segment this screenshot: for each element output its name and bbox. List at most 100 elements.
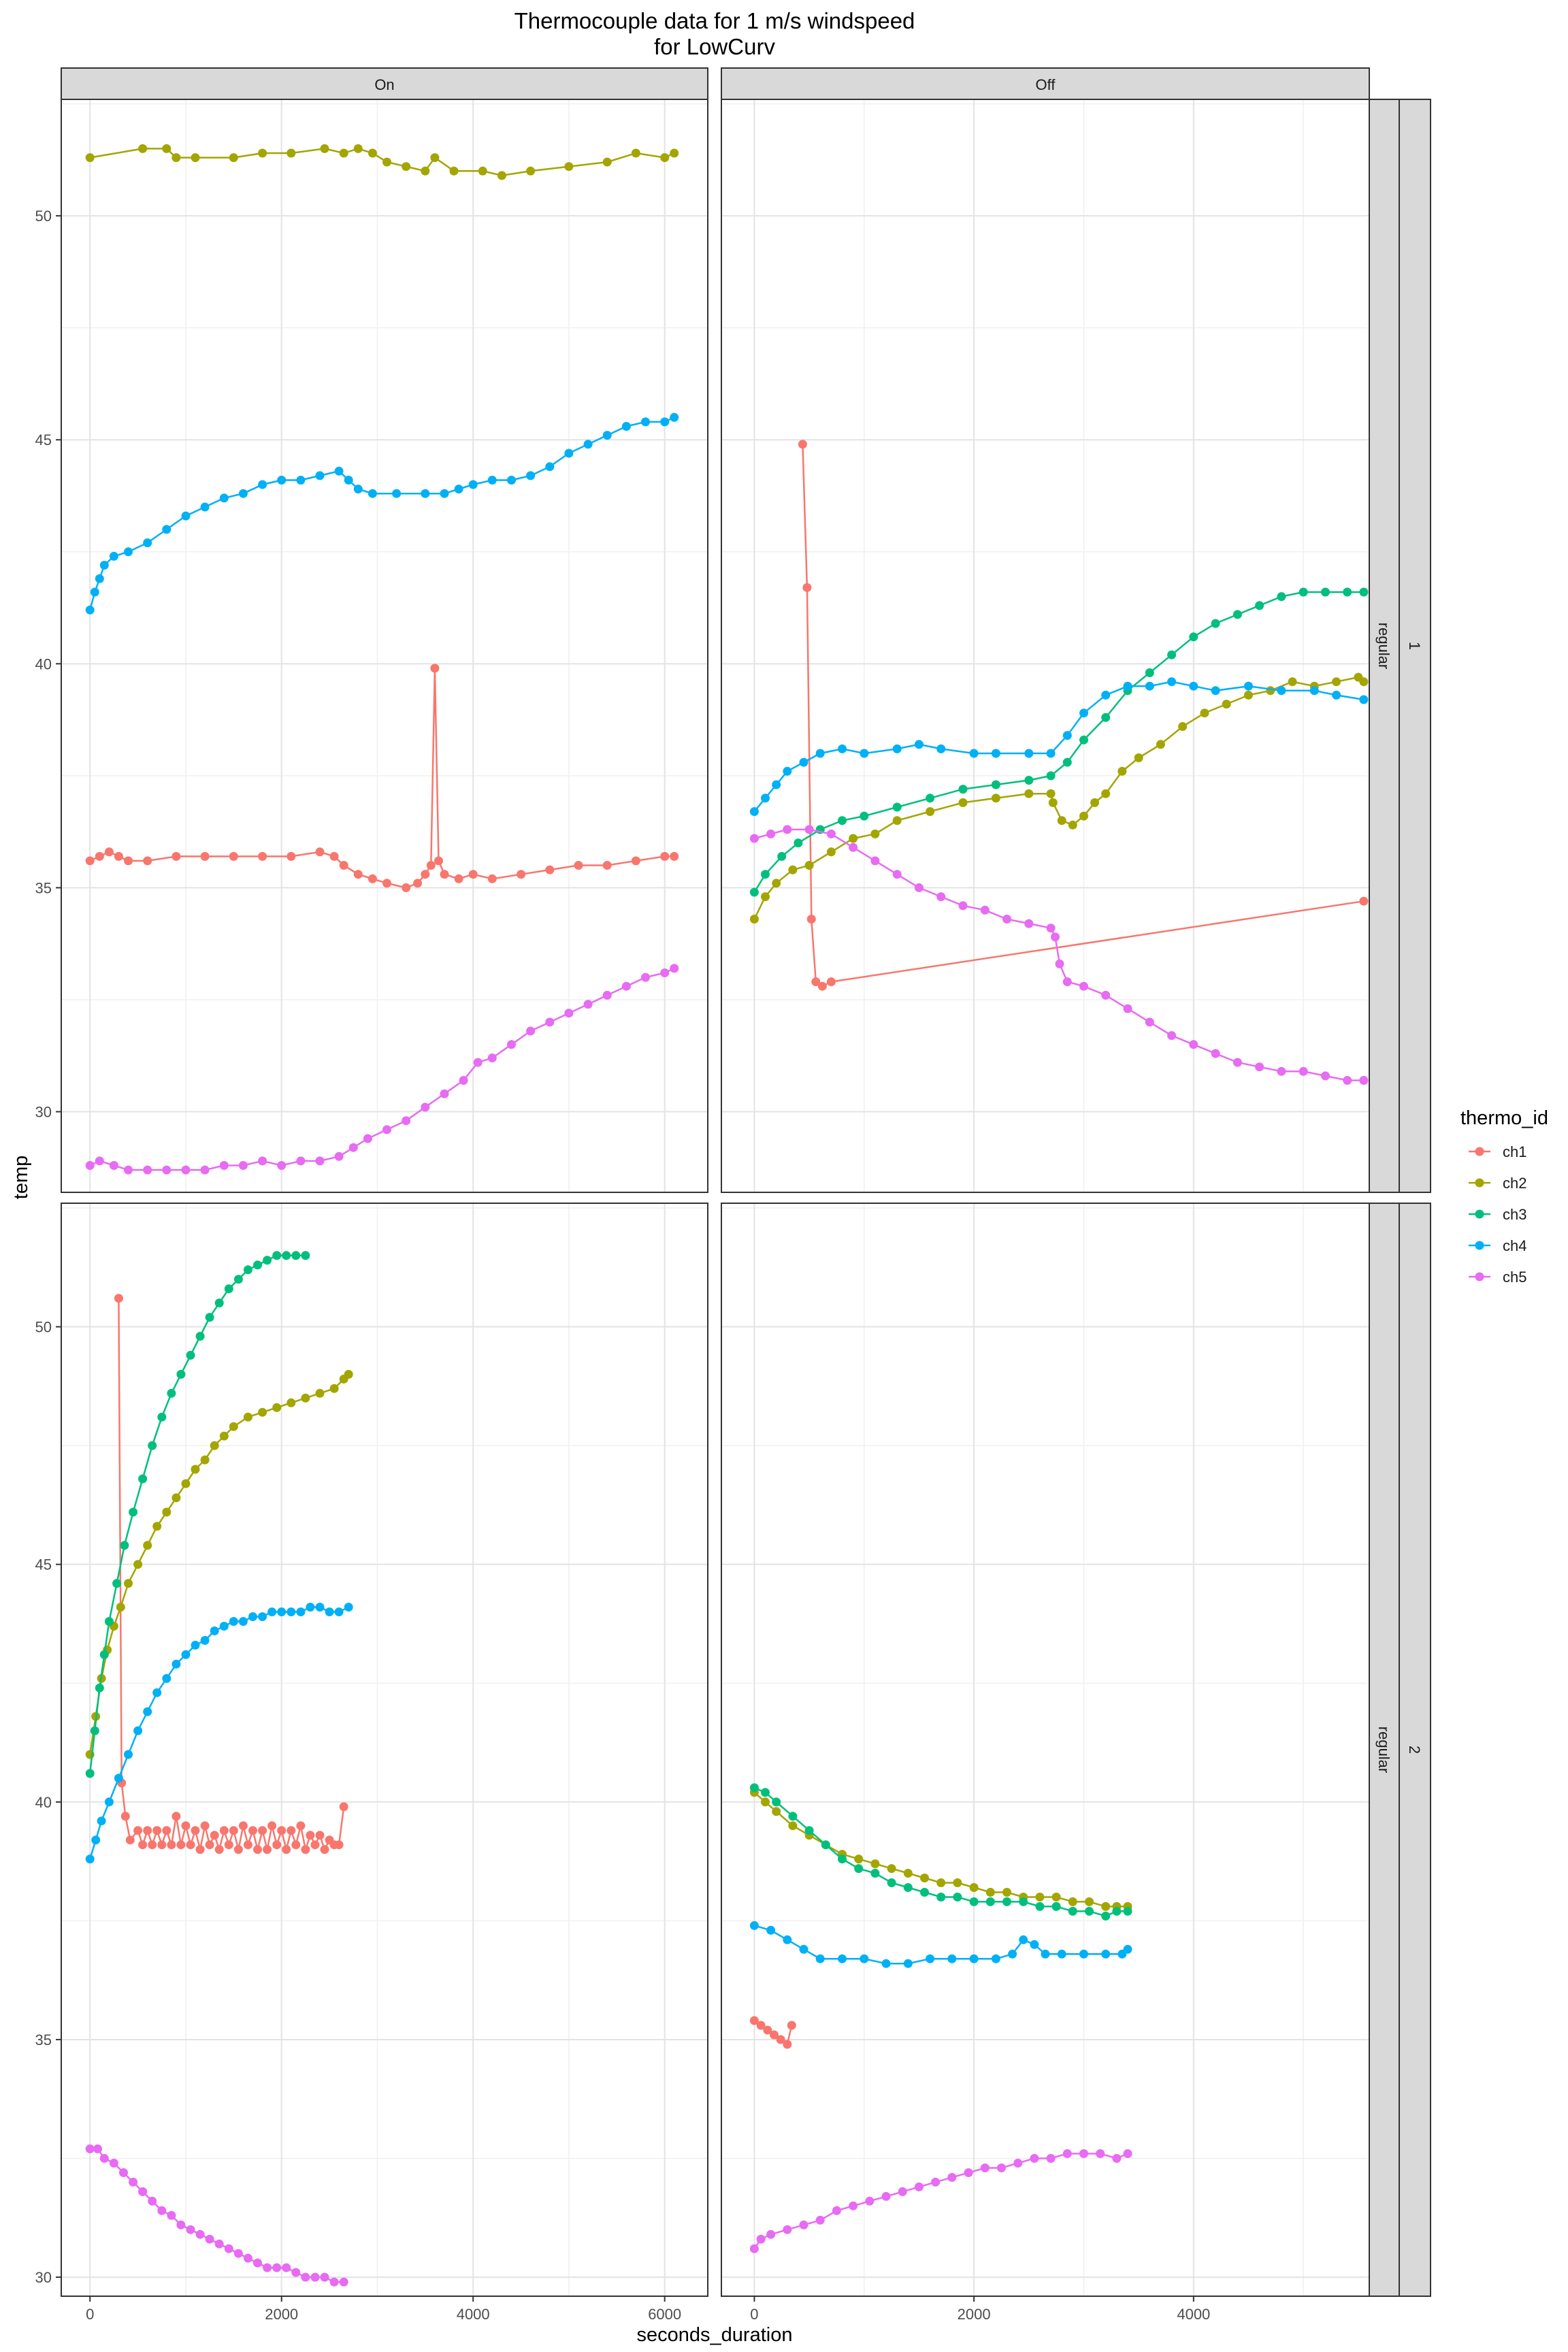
- data-point-ch5: [99, 2154, 109, 2163]
- data-point-ch4: [468, 480, 478, 489]
- data-point-ch2: [258, 148, 267, 158]
- data-point-ch5: [85, 2144, 95, 2153]
- data-point-ch4: [1123, 681, 1132, 691]
- data-point-ch4: [368, 489, 377, 498]
- data-point-ch3: [291, 1251, 301, 1260]
- data-point-ch5: [263, 2263, 272, 2272]
- data-point-ch3: [838, 1855, 847, 1864]
- data-point-ch5: [119, 2168, 128, 2177]
- x-axis-label: seconds_duration: [637, 2324, 793, 2346]
- data-point-ch2: [116, 1603, 125, 1612]
- data-point-ch4: [526, 471, 536, 480]
- data-point-ch3: [1046, 771, 1056, 781]
- data-point-ch5: [545, 1017, 555, 1027]
- data-point-ch4: [421, 489, 430, 498]
- data-point-ch4: [109, 551, 118, 561]
- data-point-ch5: [148, 2196, 157, 2206]
- data-point-ch2: [870, 829, 880, 838]
- data-point-ch5: [997, 2163, 1006, 2172]
- data-point-ch5: [421, 1102, 430, 1112]
- data-point-ch2: [854, 1855, 864, 1864]
- data-point-ch1: [763, 2025, 772, 2035]
- data-point-ch3: [794, 838, 803, 848]
- data-point-ch4: [670, 412, 679, 422]
- data-point-ch1: [426, 861, 436, 870]
- data-point-ch1: [353, 870, 363, 879]
- data-point-ch4: [440, 489, 449, 498]
- data-point-ch4: [772, 780, 781, 789]
- data-point-ch3: [272, 1251, 282, 1260]
- data-point-ch5: [1123, 1004, 1132, 1013]
- data-point-ch1: [339, 861, 348, 870]
- data-point-ch4: [947, 1954, 957, 1963]
- data-point-ch2: [969, 1883, 979, 1892]
- data-point-ch1: [95, 851, 104, 861]
- data-point-ch4: [1101, 690, 1111, 700]
- data-point-ch2: [761, 1797, 770, 1807]
- data-point-ch1: [631, 856, 640, 866]
- data-point-ch4: [783, 766, 792, 776]
- x-tick-label: 2000: [958, 2306, 991, 2323]
- data-point-ch5: [487, 1054, 497, 1062]
- data-point-ch1: [806, 915, 816, 924]
- data-point-ch2: [219, 1431, 229, 1441]
- data-point-ch1: [1359, 896, 1369, 906]
- data-point-ch5: [296, 1156, 306, 1166]
- data-point-ch4: [926, 1954, 935, 1963]
- data-point-ch3: [224, 1284, 233, 1294]
- x-tick-label: 0: [86, 2306, 94, 2323]
- data-point-ch3: [804, 1826, 814, 1835]
- data-point-ch4: [969, 749, 979, 758]
- data-point-ch2: [1266, 686, 1275, 696]
- data-point-ch4: [325, 1607, 334, 1616]
- facet-strip-label: Off: [1036, 76, 1056, 93]
- data-point-ch5: [1030, 2154, 1039, 2163]
- data-point-ch1: [214, 1845, 224, 1855]
- data-point-ch1: [181, 1821, 191, 1831]
- data-point-ch5: [1255, 1062, 1264, 1072]
- data-point-ch1: [85, 856, 95, 866]
- facet-row-strip-label: 1: [1406, 642, 1423, 650]
- data-point-ch1: [811, 977, 821, 987]
- panel-background: [61, 1203, 708, 2296]
- data-point-ch3: [99, 1650, 109, 1659]
- data-point-ch4: [1019, 1935, 1028, 1944]
- x-tick-label: 6000: [648, 2306, 681, 2323]
- data-point-ch2: [210, 1441, 219, 1450]
- data-point-ch2: [1068, 1897, 1077, 1906]
- data-point-ch5: [138, 2187, 148, 2196]
- facet-strip-label: On: [374, 76, 394, 93]
- data-point-ch3: [985, 1897, 995, 1906]
- data-point-ch4: [1211, 686, 1220, 696]
- data-point-ch5: [1298, 1066, 1308, 1076]
- data-point-ch3: [1002, 1897, 1011, 1906]
- data-point-ch4: [162, 1673, 172, 1683]
- data-point-ch1: [660, 851, 670, 861]
- series-line-ch4: [754, 1925, 1128, 1965]
- data-point-ch1: [320, 1845, 329, 1855]
- data-point-ch2: [761, 892, 770, 902]
- data-point-ch5: [1123, 2149, 1132, 2158]
- data-point-ch5: [1062, 2149, 1072, 2158]
- data-point-ch1: [413, 879, 423, 888]
- data-point-ch5: [892, 870, 902, 879]
- panel-border: [721, 1203, 1370, 2297]
- data-point-ch5: [670, 964, 679, 973]
- data-point-ch2: [402, 162, 411, 172]
- data-point-ch1: [402, 883, 411, 892]
- data-point-ch4: [200, 1635, 210, 1645]
- data-point-ch2: [1002, 1888, 1011, 1897]
- data-point-ch4: [838, 744, 847, 753]
- data-point-ch4: [583, 440, 593, 449]
- data-point-ch2: [1117, 766, 1127, 776]
- data-point-ch4: [95, 574, 104, 583]
- data-point-ch5: [402, 1116, 411, 1126]
- data-point-ch2: [526, 166, 536, 176]
- legend-item-label: ch1: [1503, 1143, 1526, 1160]
- data-point-ch1: [157, 1840, 167, 1850]
- data-point-ch2: [1085, 1897, 1094, 1906]
- data-point-ch4: [766, 1925, 776, 1935]
- data-point-ch4: [507, 476, 516, 485]
- x-tick-label: 4000: [457, 2306, 490, 2323]
- facet-row-strip-outer: [1399, 1203, 1431, 2297]
